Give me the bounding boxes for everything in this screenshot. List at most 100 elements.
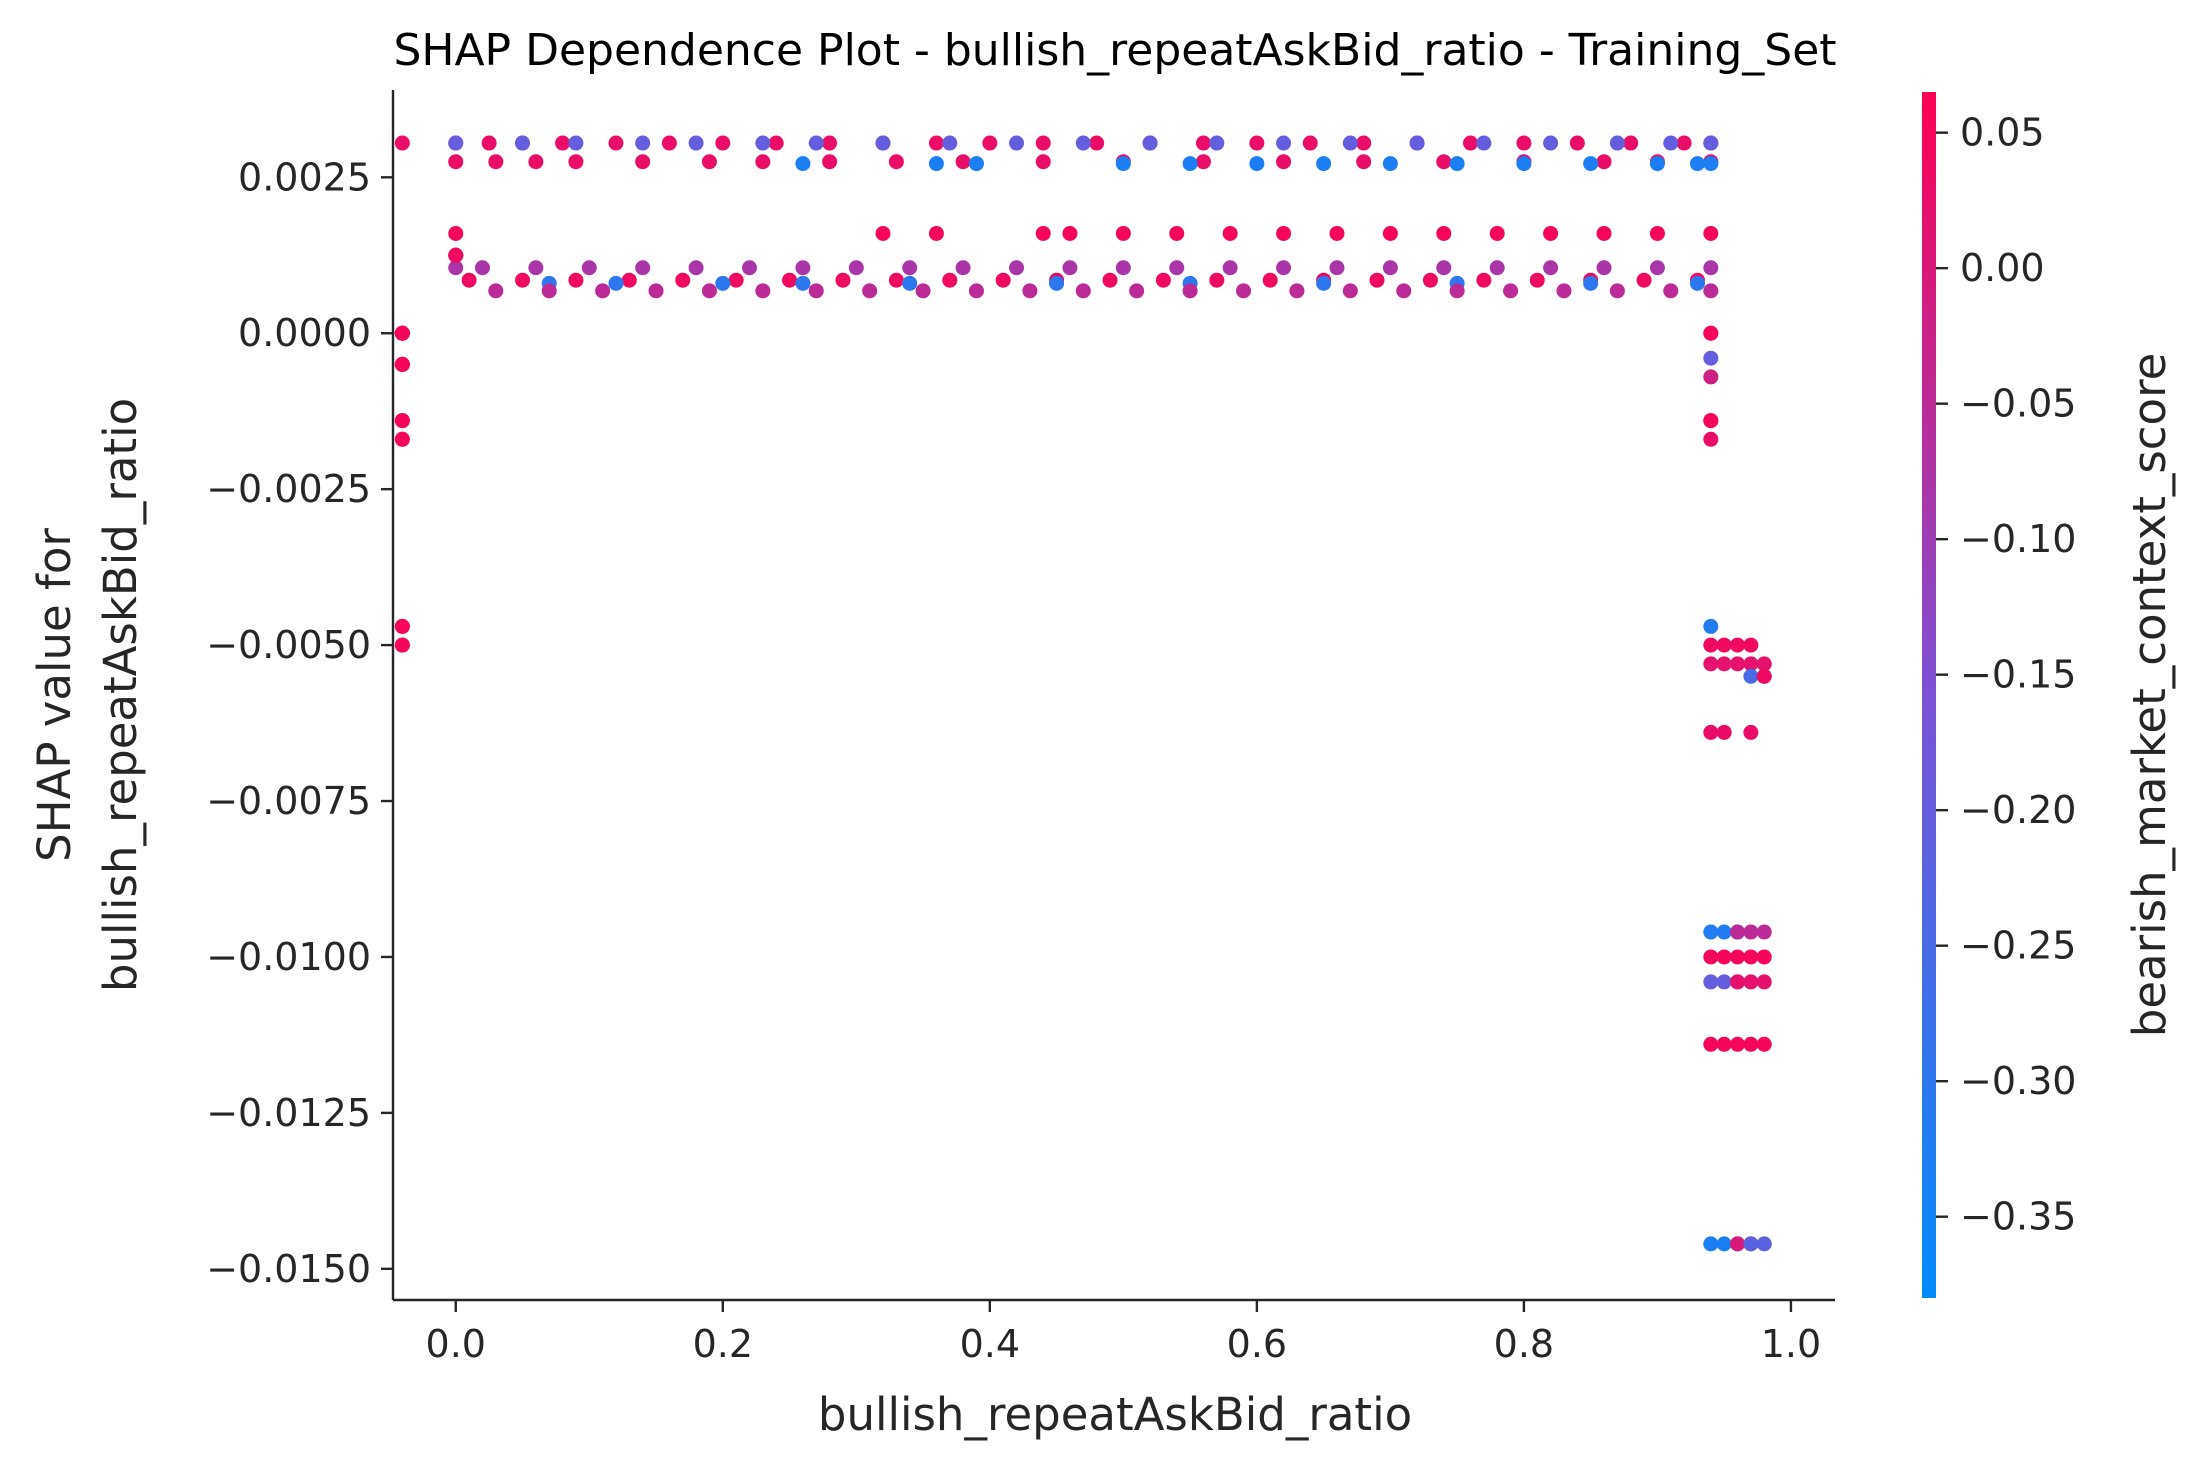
scatter-point [541,283,557,299]
scatter-point [1329,260,1345,276]
scatter-point [515,272,531,288]
scatter-point [995,272,1011,288]
scatter-point [715,275,731,291]
scatter-point [1743,974,1759,990]
y-tick-label: 0.0000 [238,311,371,355]
scatter-point [835,272,851,288]
scatter-point [782,272,798,288]
scatter-point [1155,272,1171,288]
scatter-point [1262,272,1278,288]
x-axis-label: bullish_repeatAskBid_ratio [818,1388,1412,1441]
scatter-point [515,135,531,151]
scatter-point [688,260,704,276]
scatter-point [822,135,838,151]
scatter-point [1716,924,1732,940]
scatter-point [675,272,691,288]
scatter-point [1462,135,1478,151]
scatter-point [1476,272,1492,288]
scatter-point [635,154,651,170]
colorbar-tick-label: −0.35 [1960,1195,2076,1239]
scatter-point [1236,283,1252,299]
scatter-point [595,283,611,299]
scatter-point [1756,668,1772,684]
scatter-point [1609,135,1625,151]
scatter-point [1169,260,1185,276]
scatter-point [1716,1236,1732,1252]
scatter-point [394,618,410,634]
scatter-point [1743,656,1759,672]
scatter-point [1730,656,1746,672]
scatter-point [1703,325,1719,341]
x-tick-label: 0.4 [960,1322,1020,1366]
scatter-point [1342,135,1358,151]
scatter-point [1075,135,1091,151]
scatter-point [1743,1236,1759,1252]
scatter-point [1703,283,1719,299]
scatter-point [1596,154,1612,170]
scatter-point [795,275,811,291]
scatter-point [1115,260,1131,276]
scatter-point [955,260,971,276]
scatter-point [1115,156,1131,172]
scatter-point [1369,272,1385,288]
scatter-point [1583,275,1599,291]
scatter-point [1703,350,1719,366]
y-axis-label-line-1: SHAP value for [28,528,81,862]
scatter-point [1449,283,1465,299]
colorbar-tick-label: −0.05 [1960,382,2076,426]
y-axis-label-line-2: bullish_repeatAskBid_ratio [94,398,147,992]
scatter-point [621,272,637,288]
scatter-point [1703,1236,1719,1252]
scatter-point [755,154,771,170]
scatter-point [755,283,771,299]
scatter-point [955,154,971,170]
scatter-point [795,156,811,172]
scatter-point [1302,135,1318,151]
scatter-point [1316,275,1332,291]
x-tick-label: 0.6 [1227,1322,1287,1366]
scatter-point [474,260,490,276]
scatter-point [1089,135,1105,151]
scatter-point [1716,724,1732,740]
scatter-point [568,272,584,288]
scatter-point [1329,225,1345,241]
y-tick-label: 0.0025 [238,155,371,199]
y-tick-label: −0.0150 [206,1247,371,1291]
scatter-point [1062,225,1078,241]
scatter-point [394,637,410,653]
scatter-point [448,135,464,151]
x-tick-label: 0.2 [693,1322,753,1366]
scatter-point [1730,1036,1746,1052]
scatter-point [1703,431,1719,447]
scatter-point [1703,260,1719,276]
scatter-point [1623,135,1639,151]
scatter-point [1583,156,1599,172]
scatter-point [1756,1036,1772,1052]
scatter-point [715,135,731,151]
scatter-point [741,260,757,276]
y-tick-label: −0.0075 [206,779,371,823]
scatter-point [394,356,410,372]
scatter-point [1222,225,1238,241]
scatter-point [1409,135,1425,151]
scatter-point [1743,637,1759,653]
scatter-point [1142,135,1158,151]
colorbar [1922,92,1936,1298]
scatter-point [394,325,410,341]
scatter-point [461,272,477,288]
scatter-point [1689,275,1705,291]
scatter-point [1663,283,1679,299]
scatter-point [1476,135,1492,151]
scatter-point [902,275,918,291]
scatter-point [942,135,958,151]
colorbar-tick-label: −0.30 [1960,1059,2076,1103]
colorbar-tick-label: −0.25 [1960,924,2076,968]
scatter-point [1276,260,1292,276]
scatter-point [928,225,944,241]
scatter-point [448,247,464,263]
scatter-point [1756,974,1772,990]
scatter-point [1756,924,1772,940]
scatter-point [1543,260,1559,276]
scatter-point [1276,154,1292,170]
